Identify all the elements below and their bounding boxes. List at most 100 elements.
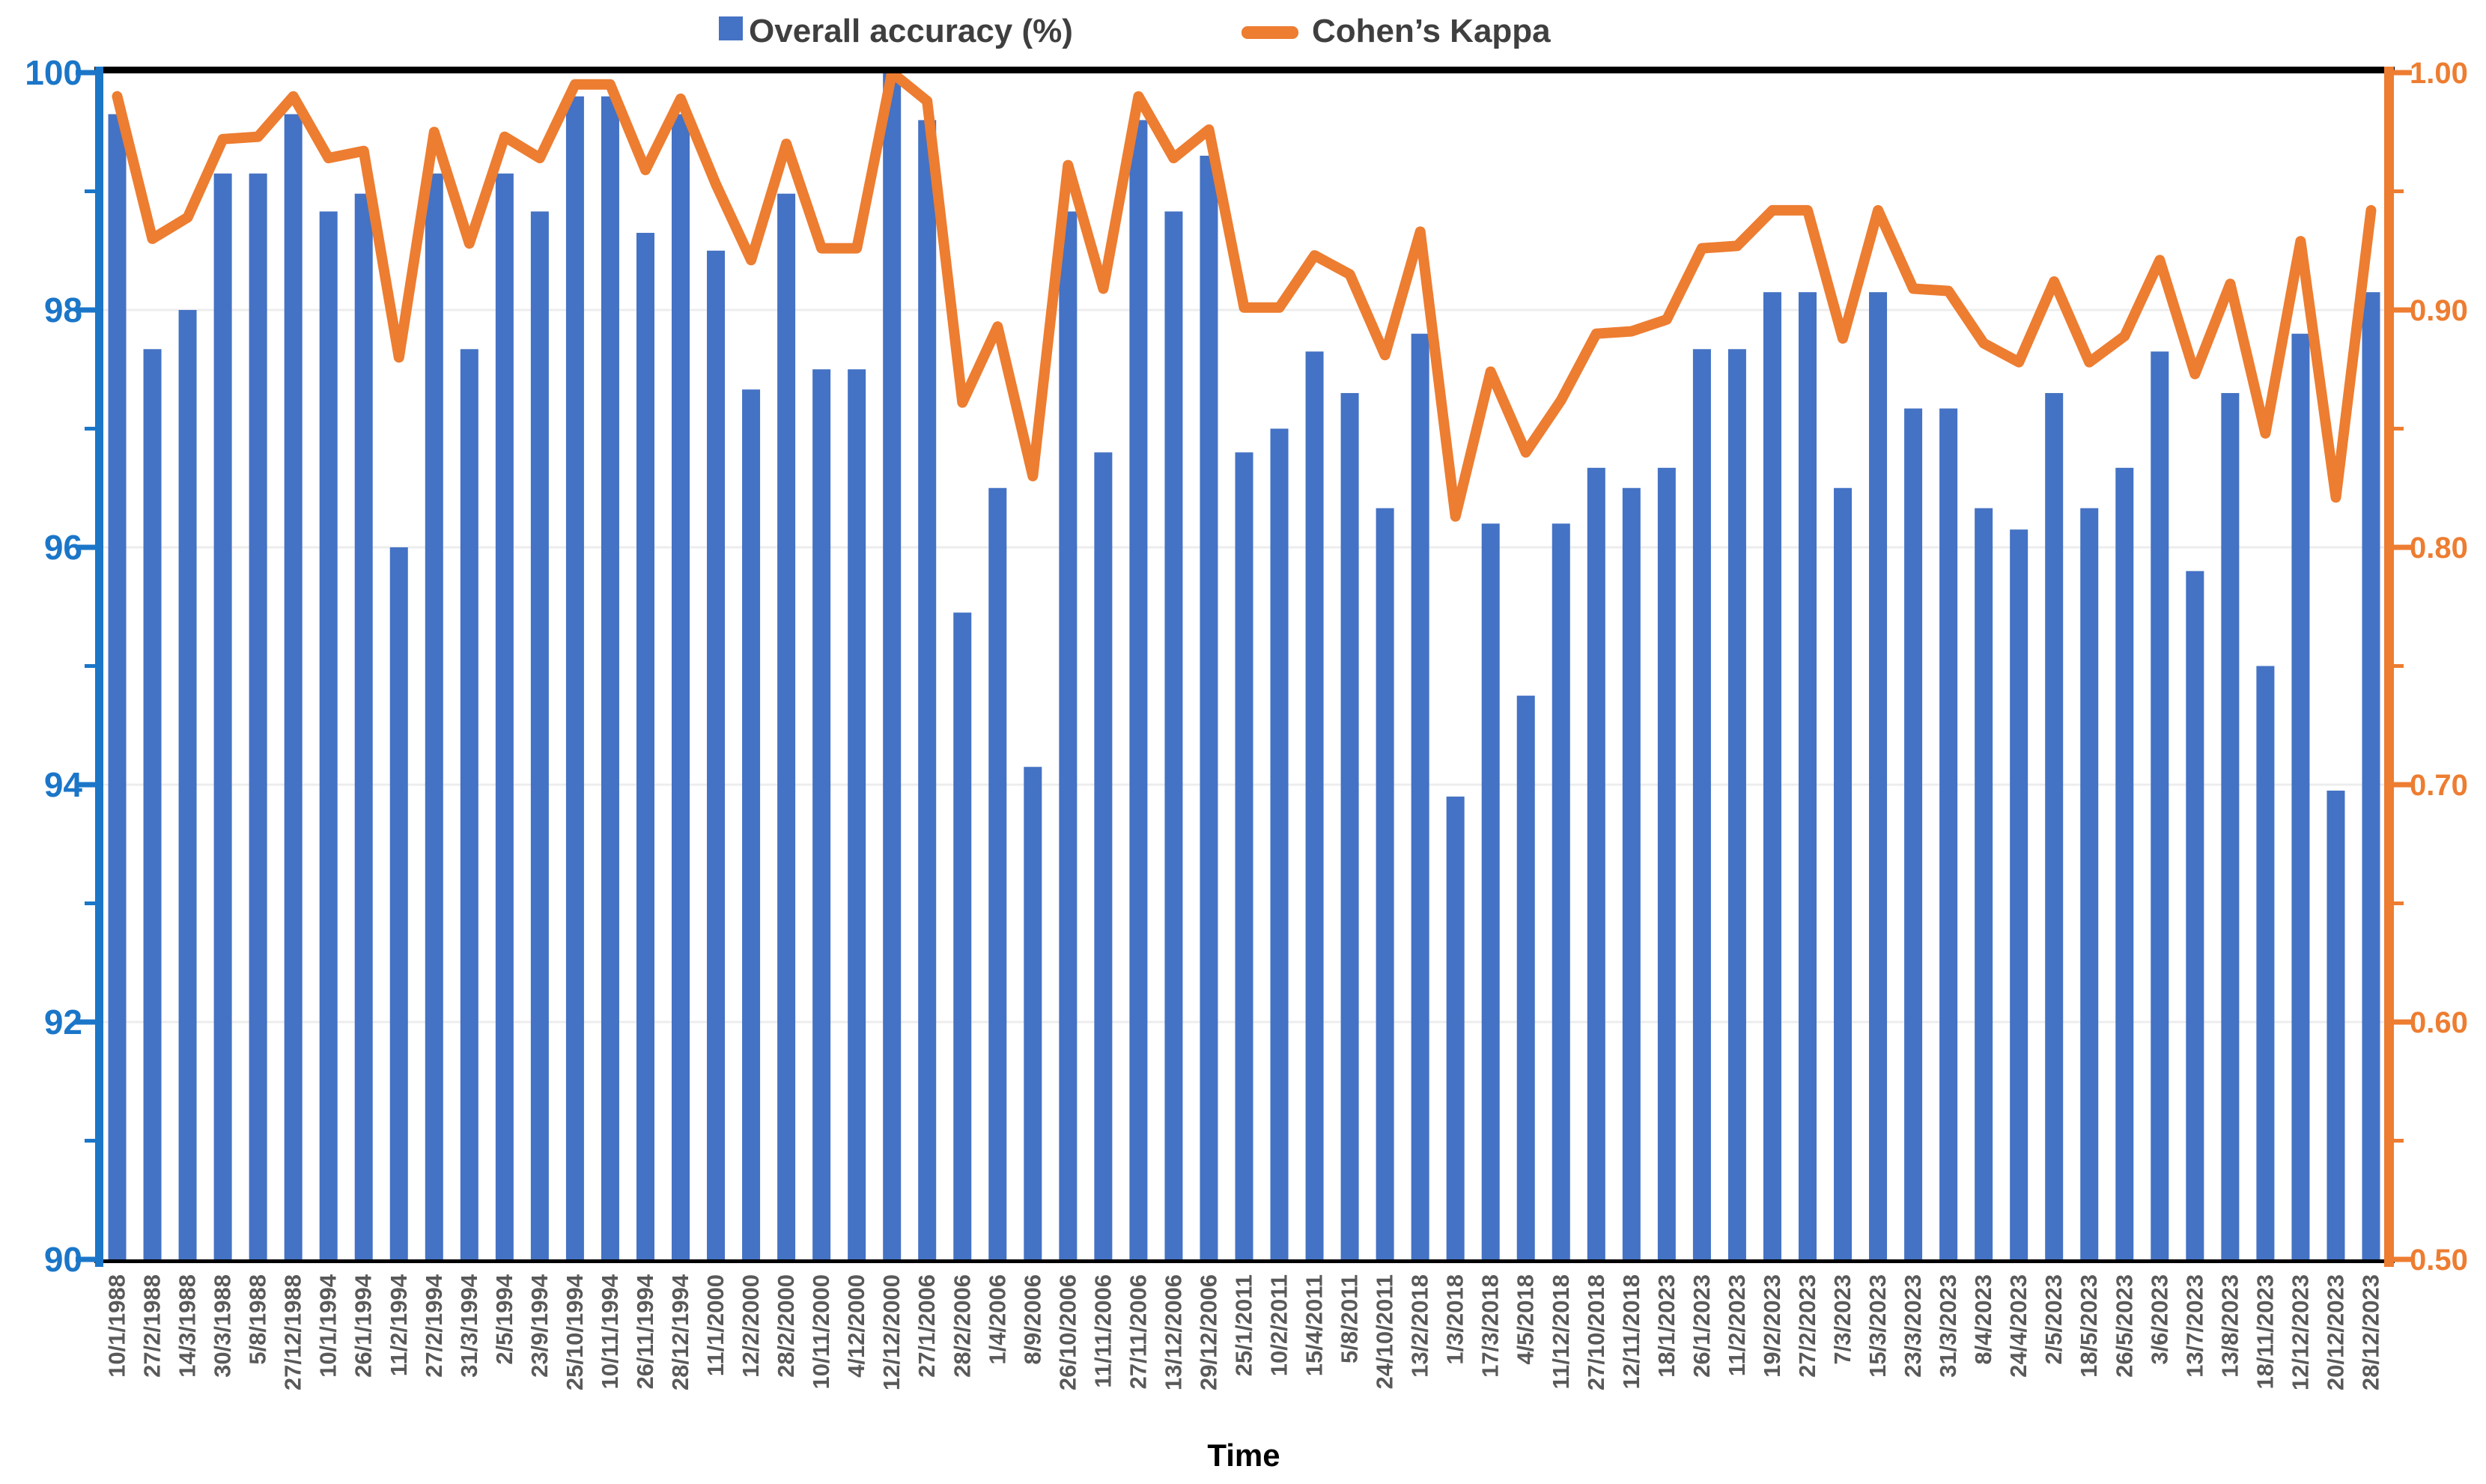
x-axis-title: Time (1207, 1438, 1280, 1473)
bar-31/3/2023 (1939, 408, 1958, 1260)
x-tick-label: 27/2/1988 (139, 1274, 165, 1378)
bar-23/9/1994 (530, 211, 549, 1259)
bar-19/2/2023 (1763, 292, 1781, 1260)
x-tick-label: 28/12/1994 (667, 1274, 693, 1390)
bar-26/10/2006 (1059, 211, 1078, 1259)
bar-10/11/1994 (601, 96, 619, 1260)
x-tick-label: 2/5/2023 (2040, 1274, 2067, 1365)
x-tick-label: 31/3/2023 (1935, 1274, 1961, 1378)
x-tick-label: 15/4/2011 (1301, 1274, 1328, 1376)
x-tick-label: 12/12/2000 (878, 1274, 905, 1390)
bar-12/12/2000 (883, 73, 902, 1259)
legend-label-kappa: Cohen’s Kappa (1312, 13, 1551, 49)
bar-13/2/2018 (1411, 333, 1429, 1260)
x-tick-label: 13/7/2023 (2181, 1274, 2207, 1378)
right-axis-tick-label: 0.70 (2410, 769, 2468, 802)
bar-3/6/2023 (2151, 351, 2169, 1260)
kappa-line (112, 67, 2377, 522)
x-tick-label: 19/2/2023 (1759, 1274, 1785, 1378)
bar-4/5/2018 (1516, 696, 1535, 1259)
bar-27/10/2018 (1587, 467, 1605, 1260)
x-tick-label: 28/2/2006 (949, 1274, 975, 1378)
x-tick-label: 10/11/1994 (597, 1274, 623, 1389)
plot-top-border (94, 67, 2395, 73)
bar-11/1/2000 (707, 250, 726, 1259)
bar-23/3/2023 (1904, 408, 1923, 1260)
bar-13/7/2023 (2186, 571, 2204, 1259)
bar-7/3/2023 (1834, 487, 1853, 1259)
x-tick-label: 11/2/1994 (386, 1274, 412, 1376)
x-tick-label: 1/4/2006 (984, 1274, 1010, 1365)
bar-28/2/2000 (777, 193, 796, 1259)
bar-27/2/1994 (425, 173, 443, 1260)
bar-24/10/2011 (1376, 508, 1394, 1259)
bar-10/2/2011 (1270, 428, 1289, 1259)
bar-25/1/2011 (1235, 452, 1253, 1260)
x-tick-label: 20/12/2023 (2322, 1274, 2348, 1390)
left-axis-tick-label: 96 (44, 528, 82, 567)
x-tick-label: 29/12/2006 (1195, 1274, 1221, 1390)
bar-15/4/2011 (1305, 351, 1324, 1260)
x-axis-line (94, 1259, 2395, 1263)
x-tick-label: 7/3/2023 (1829, 1274, 1856, 1365)
bar-15/3/2023 (1869, 292, 1888, 1260)
left-axis-tick-label: 92 (44, 1003, 82, 1041)
left-axis-line (95, 67, 103, 1267)
x-tick-label: 27/10/2018 (1583, 1274, 1609, 1390)
bar-14/3/1988 (178, 310, 197, 1259)
x-tick-label: 26/1/2023 (1689, 1274, 1715, 1378)
x-axis-labels: 10/1/1988 27/2/1988 14/3/1988 30/3/1988 5/8/… (104, 1274, 2384, 1390)
x-tick-label: 1/3/2018 (1442, 1274, 1468, 1365)
bar-11/2/2023 (1727, 349, 1746, 1260)
bar-24/4/2023 (2010, 529, 2028, 1259)
x-tick-label: 27/11/2006 (1125, 1274, 1151, 1389)
bar-26/11/1994 (636, 232, 654, 1260)
bar-12/12/2023 (2291, 333, 2310, 1260)
bar-10/11/2000 (812, 369, 831, 1259)
x-tick-label: 28/12/2023 (2357, 1274, 2383, 1390)
x-tick-label: 10/1/1994 (315, 1274, 341, 1378)
legend: Overall accuracy (%) Cohen’s Kappa (719, 13, 1551, 49)
x-tick-label: 23/9/1994 (526, 1274, 553, 1378)
bar-13/12/2006 (1164, 211, 1183, 1259)
x-tick-label: 24/4/2023 (2005, 1274, 2031, 1378)
x-tick-label: 27/2/2023 (1794, 1274, 1820, 1378)
right-axis-tick-label: 0.60 (2410, 1006, 2468, 1039)
x-tick-label: 12/11/2018 (1618, 1274, 1644, 1389)
x-tick-label: 11/12/2018 (1548, 1274, 1574, 1389)
bar-27/12/1988 (284, 114, 303, 1260)
legend-swatch-accuracy-icon (719, 16, 743, 40)
bar-20/12/2023 (2327, 790, 2345, 1259)
bar-10/1/1988 (108, 114, 127, 1260)
bar-27/1/2006 (918, 120, 937, 1259)
bar-18/11/2023 (2256, 666, 2275, 1259)
x-tick-label: 10/2/2011 (1266, 1274, 1292, 1376)
bar-5/8/1988 (249, 173, 267, 1260)
x-tick-label: 26/11/1994 (632, 1274, 658, 1389)
x-tick-label: 23/3/2023 (1900, 1274, 1926, 1378)
legend-label-accuracy: Overall accuracy (%) (749, 13, 1073, 49)
bar-10/1/1994 (319, 211, 338, 1259)
x-tick-label: 14/3/1988 (174, 1274, 201, 1378)
left-axis-tick-label: 100 (25, 53, 82, 92)
bar-11/12/2018 (1552, 523, 1570, 1259)
x-tick-label: 24/10/2011 (1372, 1274, 1398, 1389)
bar-17/3/2018 (1481, 523, 1500, 1259)
bar-12/11/2018 (1622, 487, 1641, 1259)
x-tick-label: 30/3/1988 (210, 1274, 236, 1378)
bar-8/9/2006 (1024, 767, 1042, 1259)
bar-12/2/2000 (742, 389, 761, 1259)
x-tick-label: 17/3/2018 (1477, 1274, 1504, 1378)
x-tick-label: 27/2/1994 (421, 1274, 447, 1378)
x-tick-label: 27/12/1988 (280, 1274, 306, 1390)
bar-27/11/2006 (1129, 120, 1148, 1259)
bar-4/12/2000 (848, 369, 866, 1259)
axes: 100 98 96 94 92 90 1.00 0.90 0.80 0.70 0.60 0.50 (25, 53, 2468, 1279)
x-tick-label: 10/11/2000 (808, 1274, 834, 1389)
bar-18/5/2023 (2080, 508, 2099, 1259)
bar-11/11/2006 (1094, 452, 1113, 1260)
x-tick-label: 2/5/1994 (491, 1274, 517, 1364)
x-tick-label: 18/11/2023 (2252, 1274, 2278, 1389)
